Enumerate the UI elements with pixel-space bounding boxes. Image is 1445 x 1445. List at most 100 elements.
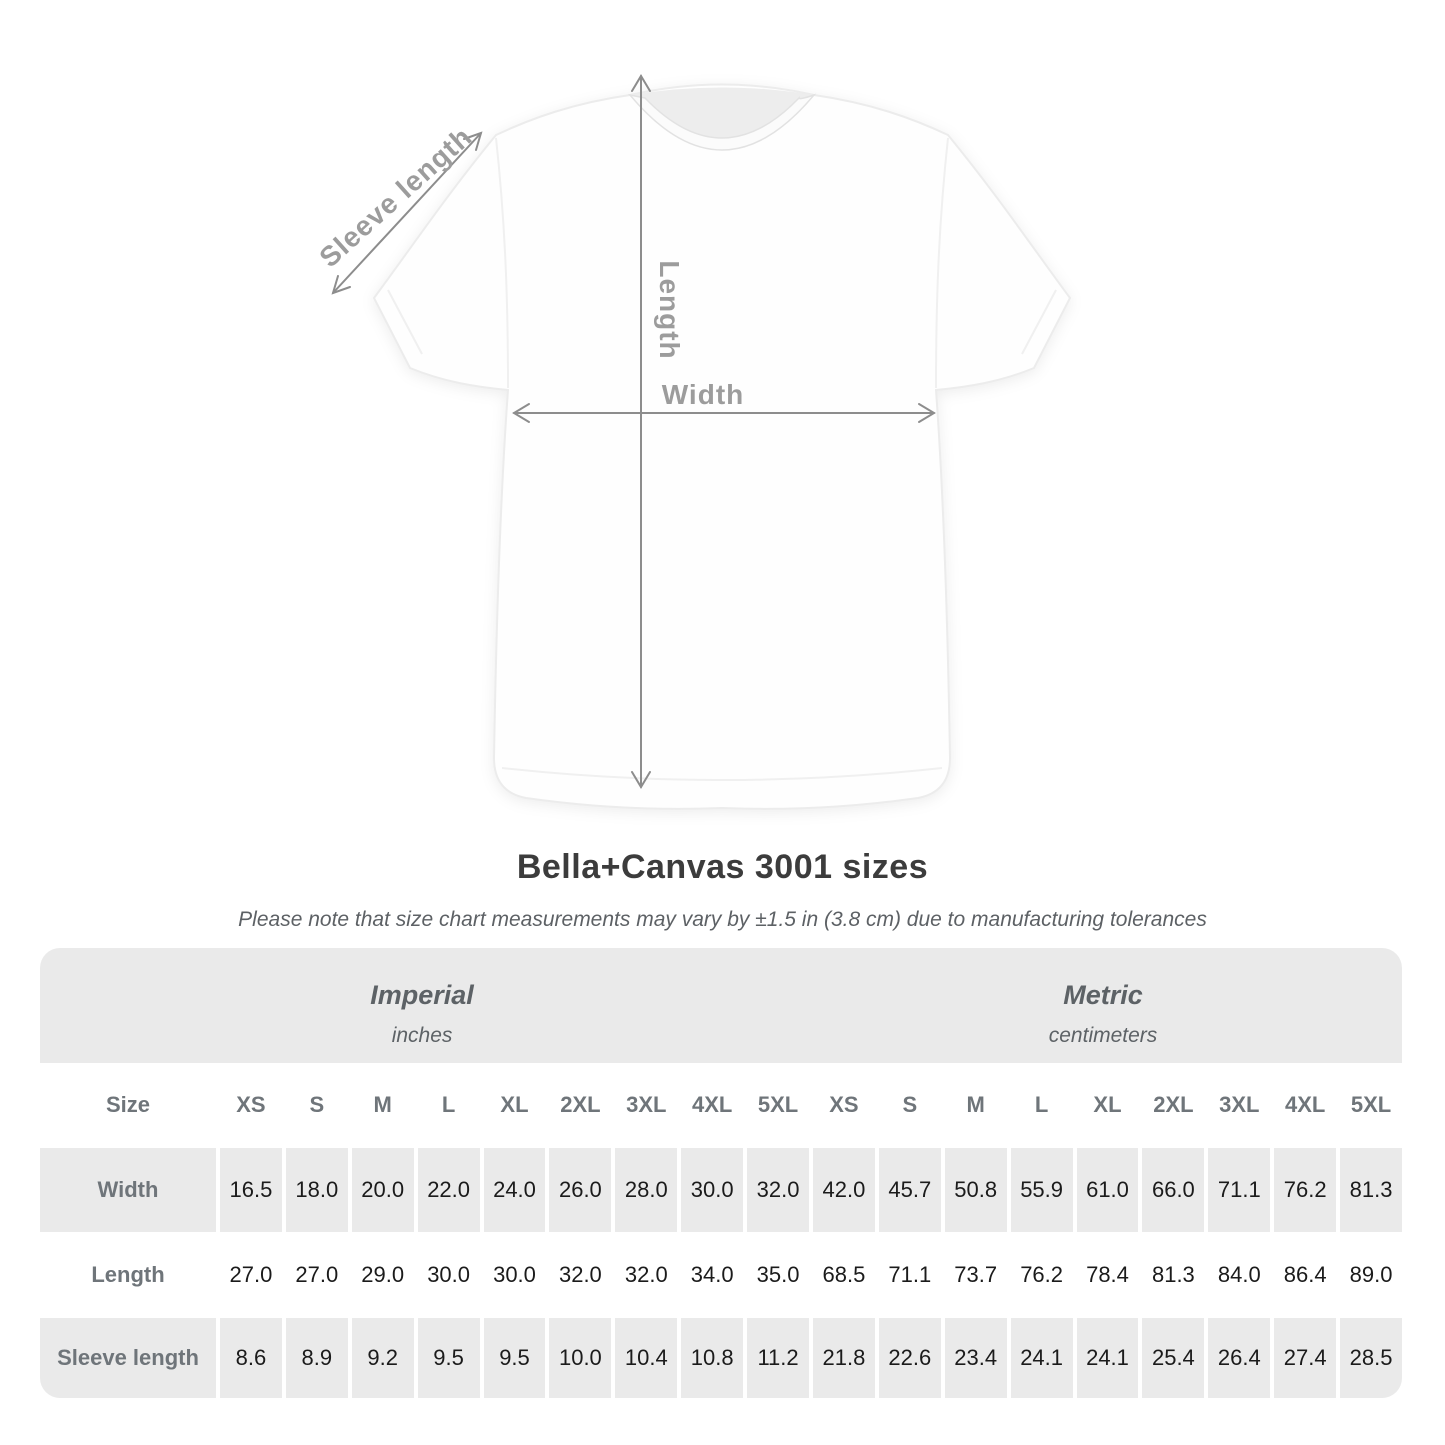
value-cell: 34.0 xyxy=(681,1235,744,1315)
value-cell: 30.0 xyxy=(417,1235,480,1315)
value-cell: 25.4 xyxy=(1142,1318,1205,1398)
value-cell: 10.0 xyxy=(549,1318,612,1398)
value-cell: 55.9 xyxy=(1010,1148,1073,1232)
imperial-subtitle: inches xyxy=(391,1024,453,1047)
size-col-header: L xyxy=(1010,1065,1073,1145)
size-col-header: XS xyxy=(813,1065,875,1145)
value-cell: 23.4 xyxy=(944,1318,1007,1398)
value-cell: 42.0 xyxy=(813,1148,875,1232)
row-label: Width xyxy=(40,1148,216,1232)
value-cell: 68.5 xyxy=(813,1235,875,1315)
value-cell: 30.0 xyxy=(681,1148,744,1232)
value-cell: 11.2 xyxy=(747,1318,809,1398)
row-label: Sleeve length xyxy=(40,1318,216,1398)
size-table: Imperial inches Metric centimeters Size X… xyxy=(40,948,1402,1398)
value-cell: 26.4 xyxy=(1208,1318,1271,1398)
size-grid: Size XS S M L XL 2XL 3XL 4XL 5XL XS S M L XL 2XL 3XL 4XL 5… xyxy=(40,1065,1402,1398)
value-cell: 16.5 xyxy=(220,1148,282,1232)
value-cell: 86.4 xyxy=(1274,1235,1337,1315)
tolerance-note: Please note that size chart measurements… xyxy=(238,908,1207,931)
value-cell: 81.3 xyxy=(1142,1235,1205,1315)
imperial-title: Imperial xyxy=(370,980,474,1010)
value-cell: 9.2 xyxy=(351,1318,414,1398)
size-col-header: 3XL xyxy=(615,1065,678,1145)
value-cell: 18.0 xyxy=(285,1148,348,1232)
value-cell: 29.0 xyxy=(351,1235,414,1315)
unit-header-band: Imperial inches Metric centimeters xyxy=(40,948,1402,1063)
metric-title: Metric xyxy=(1063,980,1143,1010)
value-cell: 24.1 xyxy=(1010,1318,1073,1398)
sleeve-arrow xyxy=(331,131,483,295)
size-col-header: 2XL xyxy=(549,1065,612,1145)
value-cell: 9.5 xyxy=(417,1318,480,1398)
size-col-header: 5XL xyxy=(747,1065,809,1145)
width-arrow xyxy=(512,403,936,423)
size-col-header: M xyxy=(351,1065,414,1145)
right-sleeve-seam xyxy=(935,137,949,389)
size-col-header: S xyxy=(878,1065,941,1145)
value-cell: 50.8 xyxy=(944,1148,1007,1232)
right-cuff-hem xyxy=(1021,289,1057,355)
metric-subtitle: centimeters xyxy=(1048,1024,1158,1047)
value-cell: 21.8 xyxy=(813,1318,875,1398)
value-cell: 73.7 xyxy=(944,1235,1007,1315)
value-cell: 22.0 xyxy=(417,1148,480,1232)
length-arrow xyxy=(631,74,651,789)
size-col-header: 4XL xyxy=(681,1065,744,1145)
value-cell: 20.0 xyxy=(351,1148,414,1232)
size-col-header: L xyxy=(417,1065,480,1145)
value-cell: 78.4 xyxy=(1076,1235,1139,1315)
value-cell: 24.1 xyxy=(1076,1318,1139,1398)
width-label: Width xyxy=(662,379,745,410)
size-row-label: Size xyxy=(40,1065,216,1145)
value-cell: 26.0 xyxy=(549,1148,612,1232)
value-cell: 27.4 xyxy=(1274,1318,1337,1398)
size-col-header: 3XL xyxy=(1208,1065,1271,1145)
value-cell: 35.0 xyxy=(747,1235,809,1315)
value-cell: 32.0 xyxy=(615,1235,678,1315)
size-col-header: 4XL xyxy=(1274,1065,1337,1145)
value-cell: 27.0 xyxy=(285,1235,348,1315)
metric-header: Metric centimeters xyxy=(804,948,1402,1063)
bottom-hem-seam xyxy=(501,767,943,781)
value-cell: 8.6 xyxy=(220,1318,282,1398)
size-col-header: 5XL xyxy=(1340,1065,1402,1145)
size-col-header: XS xyxy=(220,1065,282,1145)
value-cell: 61.0 xyxy=(1076,1148,1139,1232)
value-cell: 71.1 xyxy=(1208,1148,1271,1232)
value-cell: 28.5 xyxy=(1340,1318,1402,1398)
value-cell: 81.3 xyxy=(1340,1148,1402,1232)
value-cell: 32.0 xyxy=(747,1148,809,1232)
value-cell: 32.0 xyxy=(549,1235,612,1315)
value-cell: 24.0 xyxy=(483,1148,546,1232)
value-cell: 76.2 xyxy=(1010,1235,1073,1315)
row-label: Length xyxy=(40,1235,216,1315)
value-cell: 22.6 xyxy=(878,1318,941,1398)
value-cell: 76.2 xyxy=(1274,1148,1337,1232)
value-cell: 84.0 xyxy=(1208,1235,1271,1315)
left-cuff-hem xyxy=(387,289,423,355)
size-col-header: 2XL xyxy=(1142,1065,1205,1145)
value-cell: 45.7 xyxy=(878,1148,941,1232)
value-cell: 8.9 xyxy=(285,1318,348,1398)
size-col-header: M xyxy=(944,1065,1007,1145)
value-cell: 28.0 xyxy=(615,1148,678,1232)
value-cell: 10.4 xyxy=(615,1318,678,1398)
value-cell: 66.0 xyxy=(1142,1148,1205,1232)
value-cell: 9.5 xyxy=(483,1318,546,1398)
tshirt-measurement-diagram: Sleeve length Length Width xyxy=(313,74,1072,810)
value-cell: 30.0 xyxy=(483,1235,546,1315)
imperial-header: Imperial inches xyxy=(40,948,804,1063)
size-col-header: XL xyxy=(1076,1065,1139,1145)
value-cell: 10.8 xyxy=(681,1318,744,1398)
size-col-header: XL xyxy=(483,1065,546,1145)
value-cell: 27.0 xyxy=(220,1235,282,1315)
page-title: Bella+Canvas 3001 sizes xyxy=(516,848,929,886)
value-cell: 71.1 xyxy=(878,1235,941,1315)
tshirt-silhouette xyxy=(372,83,1072,810)
collar-band xyxy=(628,93,817,151)
left-sleeve-seam xyxy=(495,137,509,389)
value-cell: 89.0 xyxy=(1340,1235,1402,1315)
size-col-header: S xyxy=(285,1065,348,1145)
